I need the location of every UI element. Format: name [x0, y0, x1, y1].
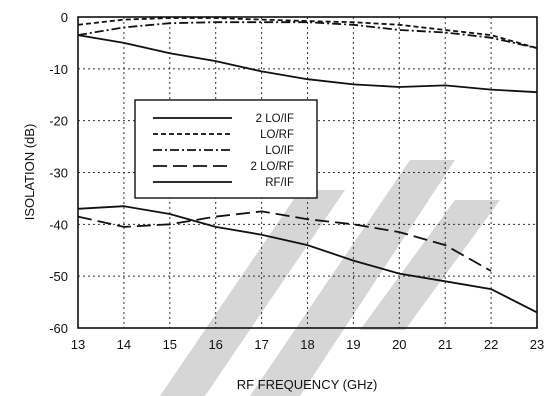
y-tick-label: -60 [49, 321, 68, 336]
x-tick-label: 14 [117, 337, 131, 352]
x-tick-label: 20 [392, 337, 406, 352]
legend-label-rf-if: RF/IF [265, 177, 294, 189]
series-line-lo-if [77, 21, 538, 49]
series-line-2-lo-rf [77, 210, 492, 272]
x-tick-label: 13 [71, 337, 85, 352]
x-tick-label: 15 [163, 337, 177, 352]
x-tick-label: 18 [300, 337, 314, 352]
legend-label-lo-if: LO/IF [265, 145, 294, 157]
x-tick-label: 17 [254, 337, 268, 352]
tick-labels: 13 14 15 16 17 18 19 20 21 22 23 0 -10 -20 -30 -40 -50 -6… [49, 10, 544, 352]
watermark [160, 160, 500, 396]
series-line-rf-if [77, 205, 538, 314]
legend-label-2lo-if: 2 LO/IF [256, 113, 294, 125]
y-tick-label: -10 [49, 62, 68, 77]
watermark-band-2 [250, 160, 455, 396]
x-tick-label: 21 [438, 337, 452, 352]
y-tick-label: -40 [49, 217, 68, 232]
series-line-lo-rf [77, 17, 538, 49]
legend-label-2lo-rf: 2 LO/RF [251, 161, 294, 173]
x-axis-label: RF FREQUENCY (GHz) [237, 377, 378, 392]
y-tick-label: -30 [49, 166, 68, 181]
y-axis-label: ISOLATION (dB) [22, 124, 37, 221]
series-line-2-lo-if [77, 34, 538, 94]
y-tick-label: -50 [49, 269, 68, 284]
x-tick-label: 23 [530, 337, 544, 352]
x-tick-label: 19 [346, 337, 360, 352]
plot-frame [77, 16, 538, 329]
watermark-band-1 [160, 190, 345, 396]
watermark-band-3 [360, 200, 500, 330]
legend: 2 LO/IF LO/RF LO/IF 2 LO/RF RF/IF [134, 99, 318, 199]
series-group [77, 17, 538, 314]
legend-label-lo-rf: LO/RF [260, 129, 294, 141]
x-tick-label: 16 [208, 337, 222, 352]
x-tick-label: 22 [484, 337, 498, 352]
y-tick-label: 0 [61, 10, 68, 25]
y-tick-label: -20 [49, 114, 68, 129]
